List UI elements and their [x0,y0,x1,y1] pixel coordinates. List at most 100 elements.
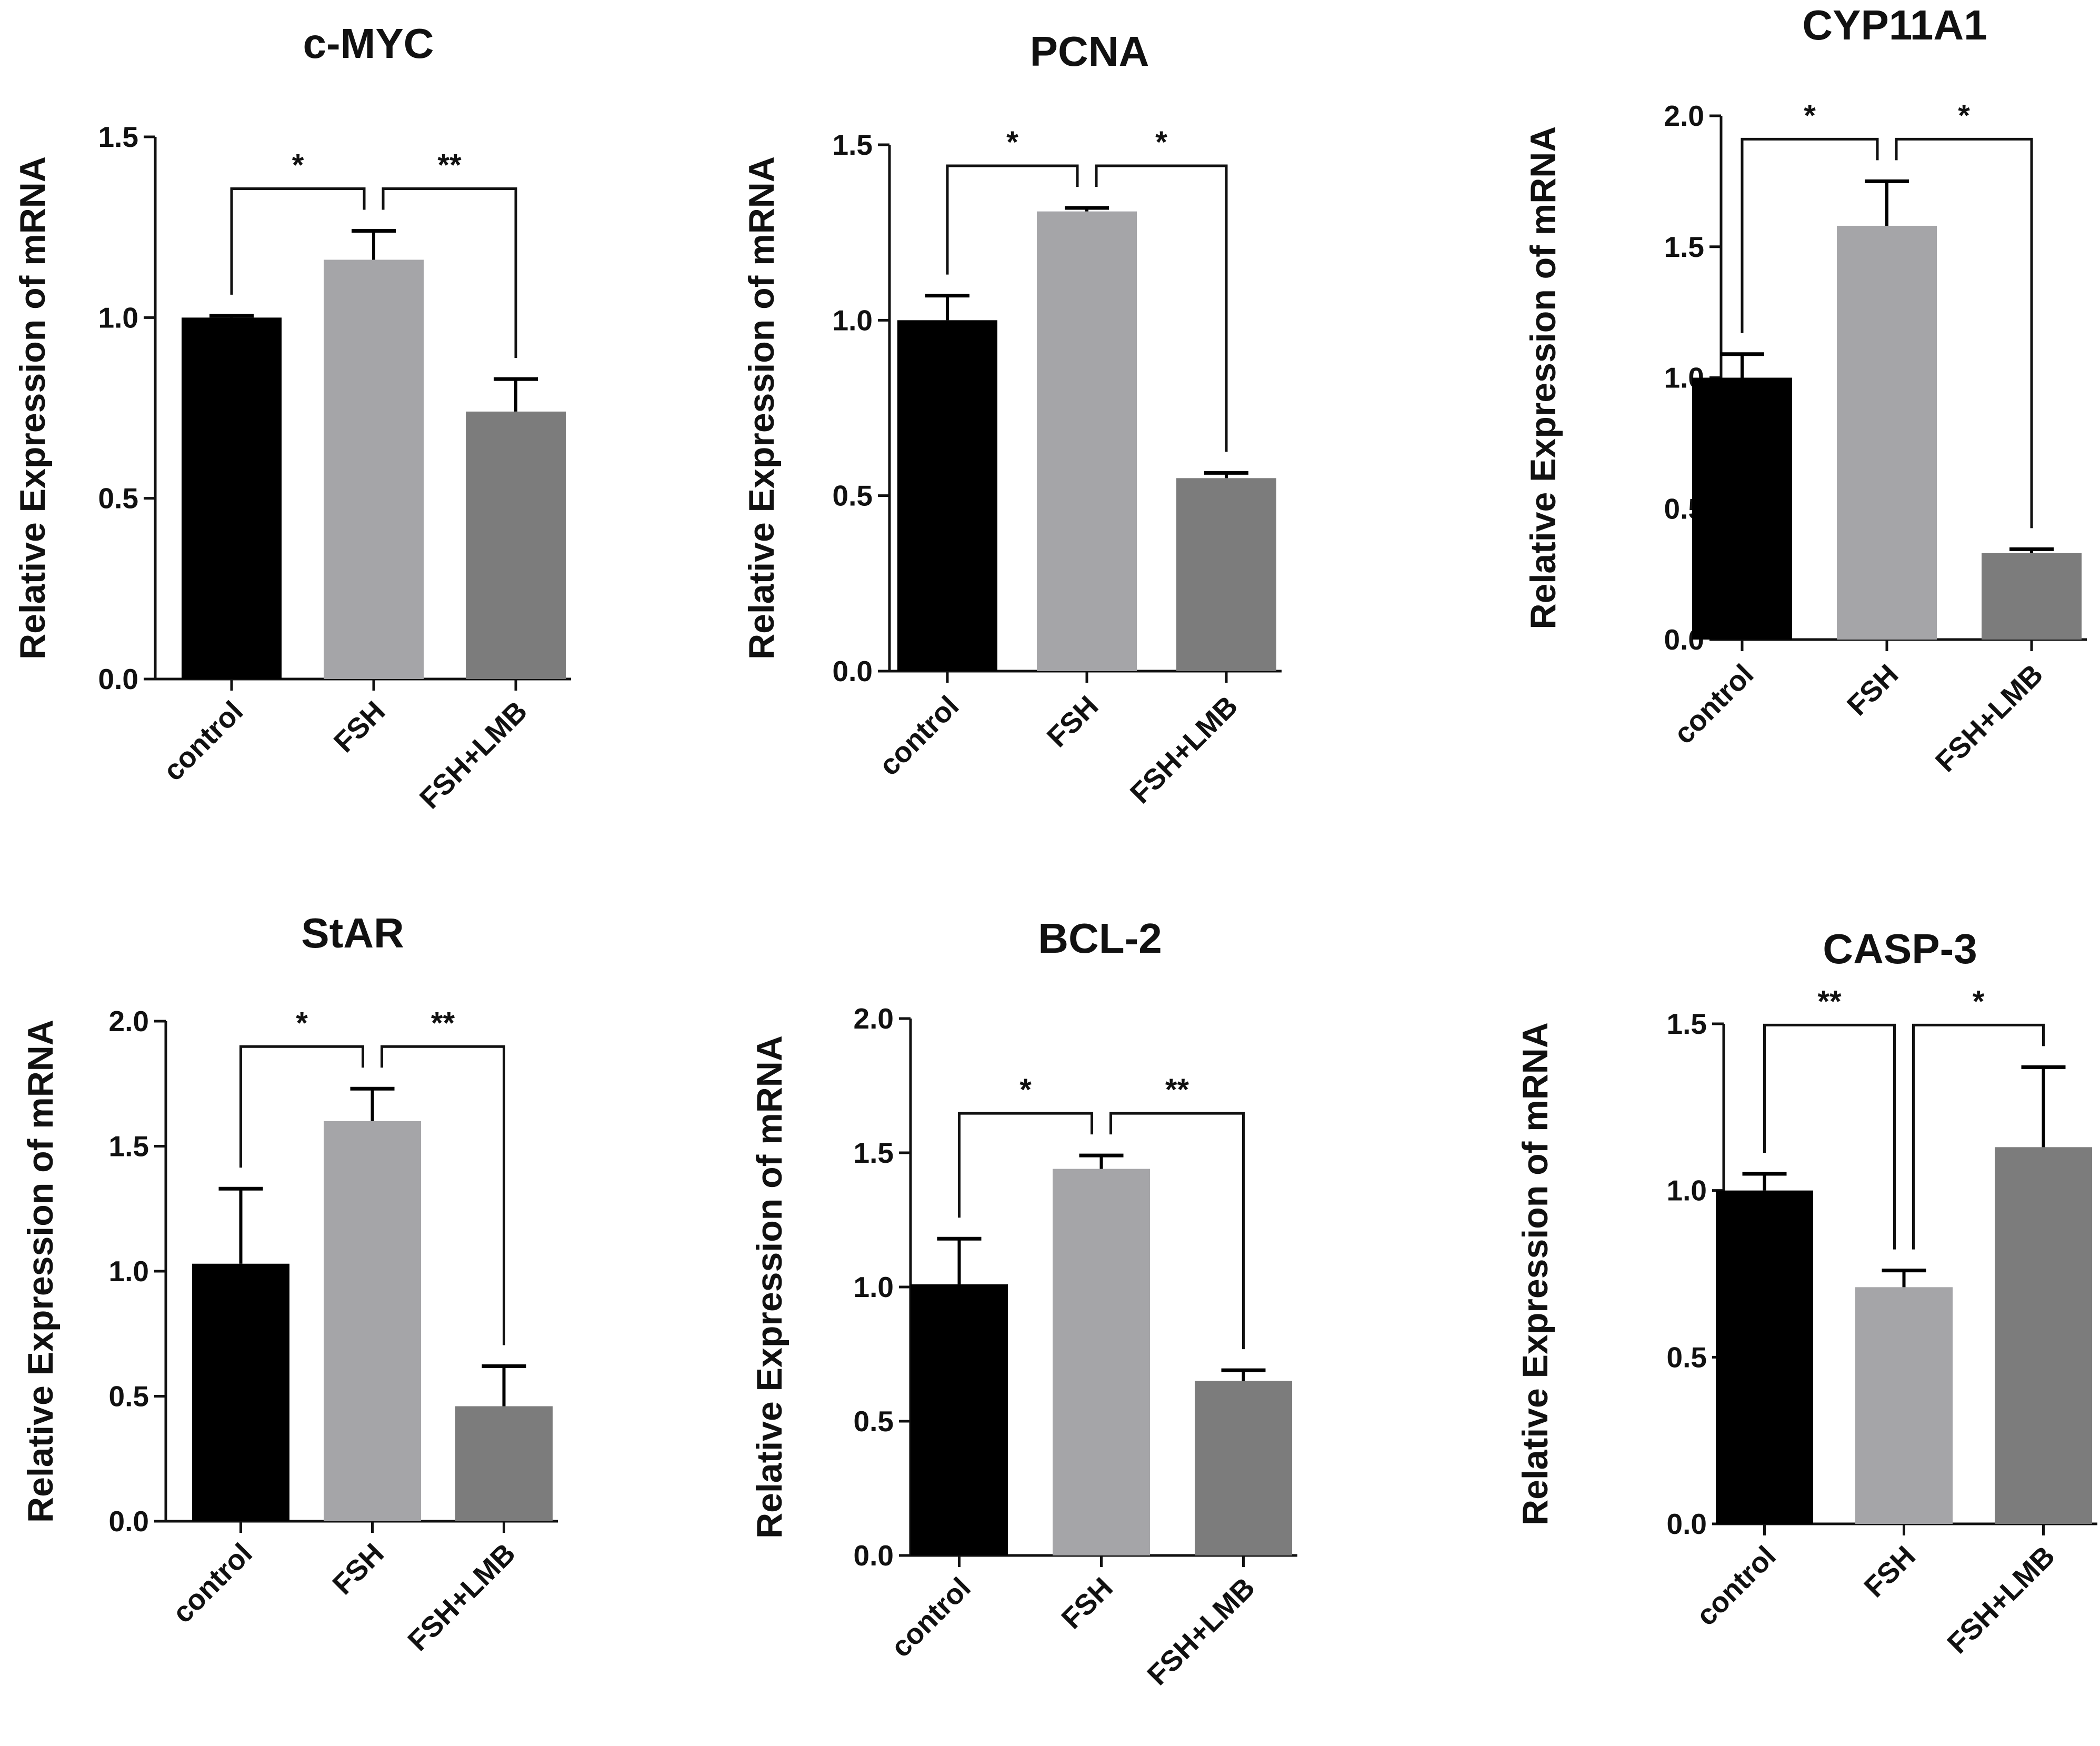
y-tick-label: 0.0 [833,655,873,687]
y-tick-label: 2.0 [854,1002,894,1035]
category-label: control [166,1537,258,1630]
category-label: FSH+LMB [1141,1571,1261,1692]
y-tick-label: 1.5 [109,1130,149,1163]
y-tick-label: 1.0 [98,301,138,334]
bar-control [911,1284,1008,1555]
significance-bracket [1912,1023,2045,1250]
category-label: FSH [327,695,392,759]
significance-label: ** [1165,1073,1189,1107]
category-label: FSH+LMB [1929,658,2049,779]
y-axis-label: Relative Expression of mRNA [13,156,53,660]
bar-fsh [1855,1287,1953,1524]
significance-bracket [946,164,1079,275]
y-tick-label: 0.5 [109,1380,149,1413]
category-label: control [157,695,249,787]
chart-panel-bcl-2: BCL-2 Relative Expression of mRNA 0.0 0.5 1.… [749,915,1297,1691]
y-tick-label: 0.0 [109,1505,149,1538]
y-tick-label: 1.0 [833,304,873,336]
bar-control [897,320,997,671]
bar-control [1692,377,1792,640]
y-tick-label: 1.5 [1664,231,1704,263]
category-label: FSH [1041,690,1105,754]
y-axis-label: Relative Expression of mRNA [742,156,782,660]
chart-title: CASP-3 [1823,925,1977,972]
significance-bracket [1763,1023,1896,1250]
chart-title: BCL-2 [1038,915,1162,962]
chart-title: PCNA [1030,28,1149,75]
category-label: FSH [1055,1571,1119,1635]
y-tick-label: 0.5 [854,1405,894,1438]
y-tick-label: 1.0 [1667,1174,1707,1207]
chart-panel-casp-3: CASP-3 Relative Expression of mRNA 0.0 0.5 1… [1515,925,2097,1660]
y-tick-label: 0.5 [833,480,873,512]
significance-bracket [958,1112,1093,1218]
y-axis-label: Relative Expression of mRNA [1515,1022,1555,1525]
significance-label: * [1006,125,1018,159]
bar-fsh [1837,225,1937,640]
y-tick-label: 0.0 [98,663,138,695]
y-tick-label: 0.5 [1667,1341,1707,1373]
significance-label: * [296,1006,308,1040]
y-tick-label: 2.0 [109,1005,149,1037]
y-tick-label: 0.0 [854,1539,894,1572]
y-tick-label: 1.5 [833,128,873,161]
y-tick-label: 2.0 [1664,99,1704,132]
bar-fsh-lmb [1195,1381,1292,1555]
y-tick-label: 0.0 [1667,1508,1707,1540]
chart-title: CYP11A1 [1802,2,1987,48]
bar-fsh-lmb [1176,478,1276,671]
bar-fsh [1037,211,1137,672]
significance-bracket [1095,164,1228,452]
significance-label: ** [1817,984,1842,1019]
y-tick-label: 1.0 [854,1271,894,1303]
significance-label: ** [431,1006,455,1040]
y-tick-label: 1.5 [854,1136,894,1169]
bar-control [182,317,282,679]
bar-fsh-lmb [466,411,566,679]
significance-label: * [1973,984,1985,1019]
category-label: control [884,1571,977,1664]
bar-fsh-lmb [455,1406,553,1521]
significance-label: ** [437,148,462,183]
y-tick-label: 1.5 [1667,1007,1707,1040]
significance-bracket [381,1045,505,1345]
bar-control [1716,1190,1813,1524]
category-label: FSH [1841,658,1905,722]
y-tick-label: 1.5 [98,121,138,153]
category-label: control [873,690,965,782]
significance-label: * [292,148,304,183]
significance-bracket [1741,137,1879,333]
chart-title: StAR [301,910,404,956]
significance-bracket [382,187,517,358]
significance-bracket [1109,1112,1245,1350]
category-label: FSH+LMB [401,1537,522,1658]
bar-fsh-lmb [1995,1147,2092,1524]
significance-bracket [230,187,366,295]
y-tick-label: 1.0 [109,1255,149,1288]
bar-fsh [324,260,424,679]
chart-panel-pcna: PCNA Relative Expression of mRNA 0.0 0.5 1.0… [742,28,1282,810]
significance-label: * [1155,125,1167,159]
significance-label: * [1019,1073,1032,1107]
category-label: FSH [326,1537,390,1601]
bar-fsh-lmb [1982,553,2082,640]
bar-fsh [324,1121,421,1521]
bar-control [192,1263,289,1521]
y-axis-label: Relative Expression of mRNA [1523,126,1563,629]
significance-label: * [1804,98,1816,133]
y-tick-label: 0.5 [98,482,138,515]
y-axis-label: Relative Expression of mRNA [21,1020,61,1523]
significance-bracket [239,1045,364,1168]
category-label: FSH+LMB [1941,1540,2061,1660]
bar-fsh [1053,1169,1150,1555]
chart-panel-c-myc: c-MYC Relative Expression of mRNA 0.0 0.5 1.… [13,20,571,815]
category-label: FSH [1857,1540,1922,1604]
category-label: control [1667,658,1760,751]
significance-label: * [1958,98,1970,133]
y-axis-label: Relative Expression of mRNA [749,1035,789,1539]
chart-panel-star: StAR Relative Expression of mRNA 0.0 0.5 1.0… [21,910,558,1657]
significance-bracket [1895,137,2033,528]
category-label: control [1689,1540,1782,1632]
